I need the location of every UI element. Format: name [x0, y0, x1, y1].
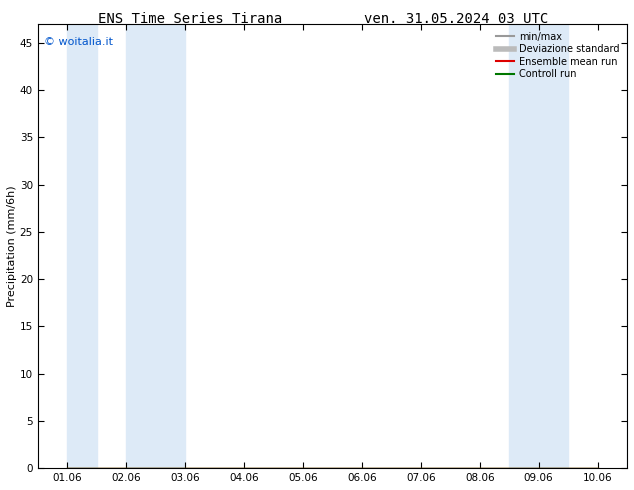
Bar	[627, 24, 634, 468]
Legend: min/max, Deviazione standard, Ensemble mean run, Controll run: min/max, Deviazione standard, Ensemble m…	[493, 29, 622, 82]
Bar	[126, 24, 185, 468]
Text: ven. 31.05.2024 03 UTC: ven. 31.05.2024 03 UTC	[365, 12, 548, 26]
Y-axis label: Precipitation (mm/6h): Precipitation (mm/6h)	[7, 185, 17, 307]
Text: © woitalia.it: © woitalia.it	[44, 37, 113, 48]
Bar	[509, 24, 568, 468]
Bar	[67, 24, 97, 468]
Text: ENS Time Series Tirana: ENS Time Series Tirana	[98, 12, 282, 26]
